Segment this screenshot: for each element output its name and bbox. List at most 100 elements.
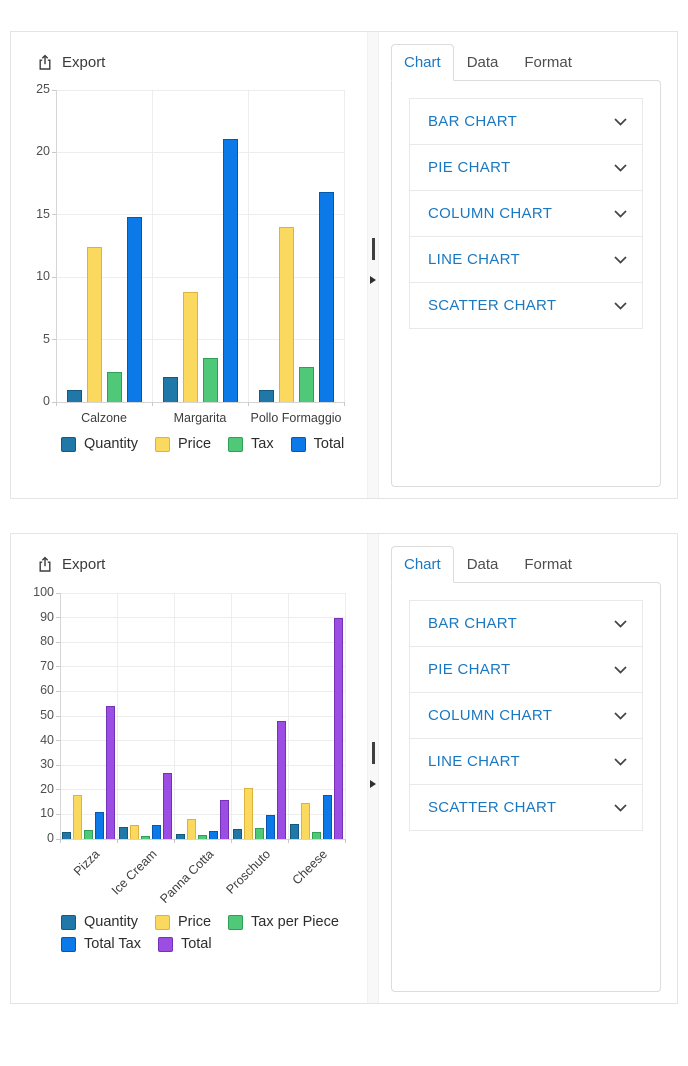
- legend-item-price[interactable]: Price: [155, 436, 211, 452]
- legend-label: Quantity: [84, 914, 138, 930]
- gridline: [60, 666, 345, 668]
- legend-item-tax-per-piece[interactable]: Tax per Piece: [228, 914, 339, 930]
- legend-label: Price: [178, 914, 212, 930]
- bar-tax: [202, 358, 218, 402]
- accordion-item-bar-chart[interactable]: BAR CHART: [410, 99, 642, 145]
- gridline: [287, 593, 289, 839]
- bar-total-tax: [266, 815, 275, 839]
- legend-swatch-icon: [61, 436, 76, 452]
- y-axis-tick-label: 5: [43, 331, 50, 346]
- gridline: [230, 593, 232, 839]
- y-axis-tick-label: 100: [33, 585, 54, 599]
- legend-swatch-icon: [290, 436, 306, 452]
- gridline: [56, 401, 344, 403]
- gridline: [343, 90, 345, 402]
- bar-price: [244, 787, 253, 839]
- y-axis-tick: [56, 838, 60, 840]
- gridline: [60, 789, 345, 791]
- y-axis-tick-label: 15: [36, 206, 50, 221]
- gridline: [60, 641, 345, 643]
- y-axis-tick: [56, 764, 60, 766]
- chevron-down-icon: [614, 665, 627, 674]
- export-button[interactable]: Export: [37, 54, 105, 71]
- accordion-item-scatter-chart[interactable]: SCATTER CHART: [410, 785, 642, 830]
- gridline: [56, 89, 344, 91]
- tab-content: BAR CHART PIE CHART COLUMN CHART LINE CH…: [391, 582, 661, 992]
- accordion-item-column-chart[interactable]: COLUMN CHART: [410, 693, 642, 739]
- y-axis-tick-label: 10: [36, 269, 50, 284]
- accordion-item-column-chart[interactable]: COLUMN CHART: [410, 191, 642, 237]
- x-axis-label-text: Pizza: [70, 847, 103, 879]
- legend-item-total[interactable]: Total: [157, 936, 212, 952]
- collapse-arrow-icon[interactable]: [370, 276, 376, 284]
- accordion-item-bar-chart[interactable]: BAR CHART: [410, 601, 642, 647]
- tab-format[interactable]: Format: [524, 556, 572, 573]
- y-axis-tick: [52, 214, 56, 216]
- y-axis-tick-label: 70: [40, 658, 54, 673]
- bar-quantity: [290, 824, 299, 839]
- plot-area: [59, 592, 346, 840]
- x-axis-label: Margarita: [173, 411, 227, 425]
- bar-group: [174, 593, 231, 839]
- tab-content: BAR CHART PIE CHART COLUMN CHART LINE CH…: [391, 80, 661, 487]
- legend-item-quantity[interactable]: Quantity: [61, 436, 138, 452]
- accordion-item-pie-chart[interactable]: PIE CHART: [410, 647, 642, 693]
- tab-chart[interactable]: Chart: [391, 546, 454, 583]
- gridline: [60, 764, 345, 766]
- gridline: [55, 90, 57, 402]
- bar-quantity: [258, 389, 274, 402]
- chart-card: Export 0 5 10 15 20 25 Calzone Margarita Pollo F…: [10, 31, 678, 499]
- export-icon: [39, 54, 51, 70]
- gridline: [60, 592, 345, 594]
- accordion-item-line-chart[interactable]: LINE CHART: [410, 739, 642, 785]
- panel-splitter[interactable]: [367, 534, 379, 1003]
- legend: Total Tax Total: [61, 936, 212, 952]
- gridline: [56, 339, 344, 341]
- panel-splitter[interactable]: [367, 32, 379, 498]
- legend-item-quantity[interactable]: Quantity: [61, 914, 138, 930]
- export-button[interactable]: Export: [37, 556, 105, 573]
- gridline: [60, 690, 345, 692]
- x-axis-label-text: Panna Cotta: [157, 847, 217, 907]
- collapse-arrow-icon[interactable]: [370, 779, 376, 788]
- y-axis-tick: [52, 276, 56, 278]
- tab-chart[interactable]: Chart: [391, 44, 454, 81]
- x-axis-tick: [55, 402, 57, 406]
- y-axis-tick: [56, 813, 60, 815]
- legend-item-price[interactable]: Price: [155, 914, 211, 930]
- y-axis-tick: [56, 666, 60, 668]
- chevron-down-icon: [614, 255, 627, 264]
- accordion-item-pie-chart[interactable]: PIE CHART: [410, 145, 642, 191]
- gridline: [60, 715, 345, 717]
- legend-item-total[interactable]: Total: [290, 436, 344, 452]
- bar-total: [163, 772, 172, 839]
- bar-total: [277, 720, 286, 839]
- legend: Quantity Price Tax per Piece: [61, 914, 339, 930]
- legend-item-total-tax[interactable]: Total Tax: [61, 936, 141, 952]
- accordion-item-line-chart[interactable]: LINE CHART: [410, 237, 642, 283]
- y-axis-tick-label: 0: [43, 394, 50, 408]
- chevron-down-icon: [614, 301, 627, 310]
- tab-format[interactable]: Format: [524, 54, 572, 71]
- tab-data[interactable]: Data: [466, 54, 499, 71]
- chart-panel: Export 0 10 20 30 40 50 60 70 80 90 100 Pizza Ice Cr…: [11, 534, 367, 1003]
- y-axis-tick-label: 40: [40, 732, 54, 747]
- bar-total-tax: [209, 831, 218, 839]
- bar-chart: 0 10 20 30 40 50 60 70 80 90 100 Pizza Ice Cream Pann…: [11, 534, 367, 1003]
- bar-total: [318, 192, 334, 402]
- export-label: Export: [62, 556, 106, 573]
- legend-item-tax[interactable]: Tax: [228, 436, 274, 452]
- legend-label: Price: [178, 436, 212, 452]
- gridline: [60, 838, 345, 840]
- accordion-label: COLUMN CHART: [428, 707, 553, 724]
- bar-price: [130, 825, 139, 839]
- legend-swatch-icon: [157, 936, 173, 952]
- accordion-item-scatter-chart[interactable]: SCATTER CHART: [410, 283, 642, 328]
- y-axis-tick-label: 60: [40, 683, 54, 698]
- bar-tax-per-piece: [312, 831, 321, 839]
- tab-data[interactable]: Data: [466, 556, 499, 573]
- bar-quantity: [233, 829, 242, 839]
- bar-total: [106, 706, 115, 839]
- settings-panel: Chart Data Format BAR CHART PIE CHART CO…: [379, 32, 677, 498]
- x-axis-label-text: Cheese: [290, 847, 331, 888]
